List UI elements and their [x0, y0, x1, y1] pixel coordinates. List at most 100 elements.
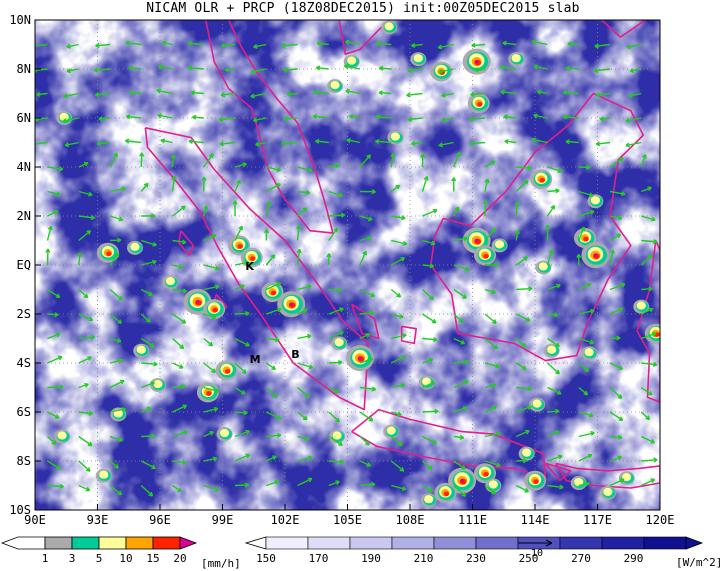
wind-vector [407, 116, 423, 122]
wind-vector [422, 381, 436, 389]
wind-vector [578, 190, 594, 198]
y-tick-label: EQ [17, 258, 31, 272]
wind-vector [140, 337, 155, 348]
precip-cell [508, 52, 525, 67]
wind-vector [297, 189, 311, 195]
wind-vector [140, 484, 154, 497]
wind-vector [187, 40, 204, 46]
station-label: K [245, 260, 254, 273]
wind-vector [78, 230, 92, 242]
wind-vector [420, 153, 426, 168]
wind-vector [576, 253, 582, 266]
wind-vector [125, 114, 142, 120]
wind-vector [141, 239, 157, 247]
wind-vector [562, 89, 579, 95]
wind-vector [422, 357, 434, 364]
wind-vector [109, 379, 125, 389]
wind-vector [359, 288, 376, 298]
precip-cell [633, 299, 650, 314]
precip-cell [618, 471, 635, 486]
olr-colorbar-swatch [475, 536, 519, 550]
x-axis-ticks: 90E 93E 96E 99E 102E 105E 108E 111E 114E 117E 120E [24, 504, 674, 527]
olr-colorbar-label: 150 [256, 552, 276, 565]
wind-vector [516, 405, 532, 413]
wind-vector [515, 256, 528, 266]
wind-vector [547, 166, 563, 174]
wind-vector [172, 362, 184, 369]
wind-vector [250, 92, 267, 99]
wind-vector [516, 286, 533, 292]
wind-vector [547, 430, 560, 438]
wind-vector [547, 362, 560, 375]
reference-vector: 10 [518, 539, 553, 559]
wind-vector [283, 67, 298, 73]
wind-vector [533, 113, 548, 119]
coast-borneo [430, 92, 645, 362]
precip-cell [474, 245, 496, 266]
wind-vector [297, 207, 307, 217]
wind-vector [484, 227, 496, 241]
precip-cell [462, 48, 491, 75]
wind-vector [609, 215, 623, 221]
wind-vector [546, 249, 554, 266]
wind-vector [172, 384, 186, 390]
wind-vector [47, 312, 59, 318]
wind-vector [141, 433, 156, 439]
wind-vector [640, 254, 653, 266]
wind-vector [109, 252, 120, 266]
precip-cell [383, 424, 400, 439]
wind-vector [220, 92, 236, 98]
wind-vector [609, 386, 623, 399]
wind-vector [438, 68, 454, 74]
wind-vector [515, 484, 529, 493]
wind-vector [203, 284, 220, 291]
wind-vector [453, 379, 469, 389]
wind-vector [629, 68, 642, 74]
wind-vector [345, 88, 361, 95]
wind-vector [593, 68, 611, 74]
wind-vector [328, 287, 342, 293]
wind-vector [390, 288, 402, 298]
wind-vector [626, 43, 642, 50]
wind-vector [234, 162, 247, 168]
wind-vector [125, 40, 142, 46]
wind-vector [391, 313, 404, 319]
wind-vector [421, 175, 429, 192]
wind-vector [266, 432, 282, 438]
wind-vector [46, 225, 53, 241]
olr-colorbar-swatch [559, 536, 603, 550]
wind-vector [47, 411, 60, 419]
wind-vector [203, 337, 214, 347]
wind-vector [265, 455, 277, 462]
precip-cell [54, 429, 71, 444]
olr-colorbar-label: 230 [466, 552, 486, 565]
wind-vector [531, 137, 548, 144]
wind-vector [203, 234, 217, 242]
wind-vector [515, 313, 531, 322]
wind-vector [473, 67, 486, 73]
wind-vector [578, 453, 593, 462]
wind-vector [297, 455, 313, 462]
wind-vector [78, 484, 91, 492]
wind-vector [390, 355, 407, 364]
wind-vector [359, 215, 373, 222]
wind-vector [640, 386, 653, 396]
wind-vector [160, 138, 173, 144]
wind-vector [609, 478, 625, 487]
wind-vector [255, 141, 267, 147]
wind-vector [567, 41, 579, 47]
wind-vector [609, 362, 624, 370]
wind-vector [253, 43, 267, 49]
wind-vector [422, 484, 433, 493]
wind-vector [453, 236, 468, 242]
wind-vector [234, 225, 243, 241]
wind-vector [124, 138, 142, 144]
wind-vector [515, 429, 530, 438]
wind-vector [187, 65, 204, 71]
wind-vector [422, 460, 433, 471]
precip-cell [524, 470, 546, 491]
wind-vector [484, 337, 499, 350]
olr-colorbar-swatch [265, 536, 309, 550]
wind-vector [359, 460, 372, 467]
wind-vector [594, 43, 611, 49]
